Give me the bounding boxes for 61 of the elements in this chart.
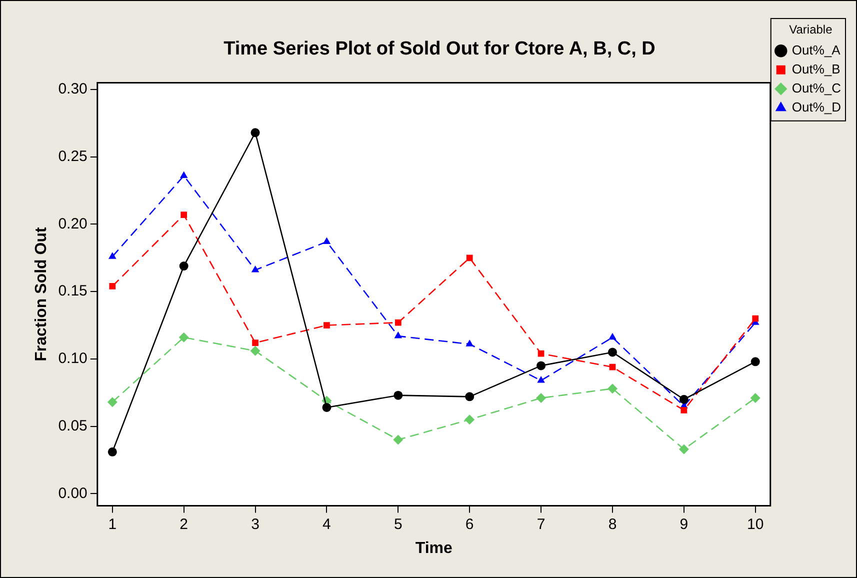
x-axis-title: Time — [415, 540, 453, 557]
point — [536, 361, 546, 370]
point — [178, 332, 189, 342]
legend-label: Out%_D — [792, 99, 842, 114]
point — [252, 340, 258, 346]
point — [750, 357, 760, 366]
x-tick-label: 9 — [680, 516, 688, 533]
point — [324, 322, 330, 328]
y-tick-label: 0.05 — [58, 417, 88, 434]
point — [109, 283, 116, 290]
legend-title: Variable — [789, 22, 833, 36]
point — [250, 128, 260, 138]
point — [464, 414, 475, 425]
x-tick-label: 5 — [394, 516, 402, 533]
x-tick-label: 1 — [108, 516, 117, 533]
chart-title: Time Series Plot of Sold Out for Ctore A, B, C, D — [224, 38, 656, 60]
point — [393, 434, 404, 445]
x-tick-label: 6 — [465, 516, 474, 533]
point — [679, 394, 688, 404]
point — [180, 171, 188, 178]
y-tick-label: 0.00 — [58, 484, 88, 502]
legend-label: Out%_B — [792, 61, 840, 76]
point — [608, 332, 616, 340]
point — [250, 346, 260, 356]
point — [538, 350, 544, 357]
y-tick-label: 0.30 — [58, 80, 88, 98]
y-tick-label: 0.15 — [58, 282, 88, 300]
x-tick-label: 8 — [608, 516, 617, 533]
point — [251, 266, 260, 272]
point — [752, 315, 759, 322]
point — [608, 348, 617, 357]
point — [322, 402, 332, 412]
y-tick-label: 0.20 — [58, 215, 88, 232]
point — [107, 397, 118, 408]
point — [394, 319, 402, 326]
point — [678, 444, 689, 454]
y-tick-label: 0.25 — [58, 148, 88, 166]
point — [322, 237, 331, 244]
x-tick-label: 4 — [322, 516, 331, 533]
x-tick-label: 10 — [747, 516, 764, 533]
point — [680, 406, 688, 414]
point — [180, 212, 188, 218]
point — [108, 252, 116, 259]
y-tick-label: 0.10 — [58, 350, 88, 368]
point — [394, 332, 402, 338]
point — [536, 393, 546, 404]
legend-label: Out%_C — [792, 80, 842, 96]
legend-label: Out%_A — [792, 42, 841, 58]
point — [466, 340, 474, 346]
point — [466, 254, 473, 262]
point — [108, 447, 117, 456]
point — [537, 376, 545, 383]
point — [394, 390, 403, 400]
point — [750, 393, 760, 404]
x-tick-label: 2 — [180, 516, 188, 533]
y-axis-title: Fraction Sold Out — [33, 226, 50, 362]
x-tick-label: 7 — [536, 516, 546, 533]
point — [607, 384, 618, 394]
x-tick-label: 3 — [251, 516, 260, 533]
point — [465, 392, 474, 402]
point — [179, 262, 188, 271]
